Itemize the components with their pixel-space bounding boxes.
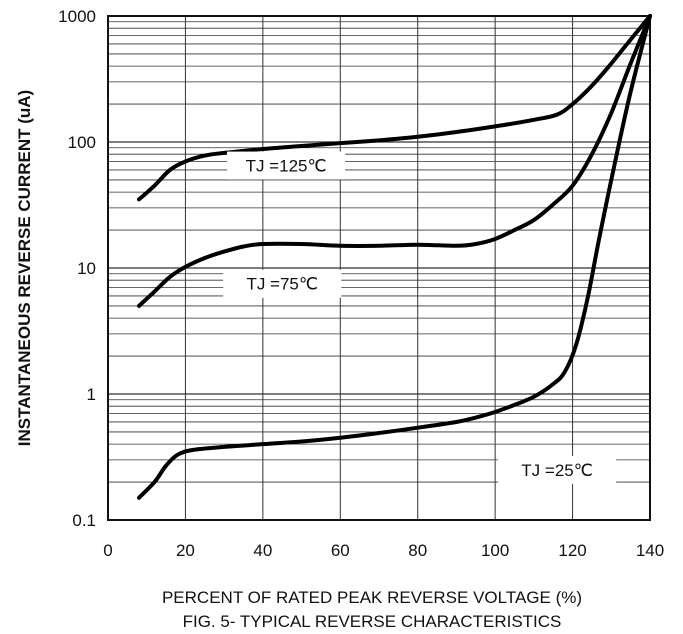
series-label-bg-75	[223, 269, 342, 298]
plot-frame	[107, 15, 651, 521]
series-label-bg-125	[227, 151, 346, 180]
x-tick-label: 80	[408, 541, 427, 560]
y-tick-label: 100	[68, 133, 96, 152]
x-tick-label: 100	[481, 541, 509, 560]
y-tick-label: 1000	[58, 7, 96, 26]
grid	[107, 16, 651, 521]
x-tick-label: 120	[558, 541, 586, 560]
series-label-125: TJ =125℃	[246, 157, 327, 176]
series-line-1	[137, 14, 652, 308]
series-label-75: TJ =75℃	[246, 275, 318, 294]
x-tick-label: 40	[253, 541, 272, 560]
series-line-0	[137, 14, 652, 202]
y-axis-label: INSTANTANEOUS REVERSE CURRENT (uA)	[15, 90, 34, 446]
x-tick-labels: 0 20 40 60 80 100 120 140	[103, 541, 664, 560]
series-line-2	[137, 14, 652, 500]
series-label-bg-25	[498, 455, 617, 484]
x-tick-label: 0	[103, 541, 112, 560]
series-label-25: TJ =25℃	[521, 461, 593, 480]
y-tick-label: 10	[77, 259, 96, 278]
y-tick-labels: 0.1 1 10 100 1000	[58, 7, 96, 530]
chart-title: FIG. 5- TYPICAL REVERSE CHARACTERISTICS	[183, 612, 562, 631]
y-tick-label: 0.1	[72, 511, 96, 530]
x-tick-label: 140	[636, 541, 664, 560]
x-tick-label: 60	[331, 541, 350, 560]
x-axis-label: PERCENT OF RATED PEAK REVERSE VOLTAGE (%…	[162, 588, 582, 607]
y-tick-label: 1	[87, 385, 96, 404]
x-tick-label: 20	[176, 541, 195, 560]
series-layer	[137, 14, 652, 500]
